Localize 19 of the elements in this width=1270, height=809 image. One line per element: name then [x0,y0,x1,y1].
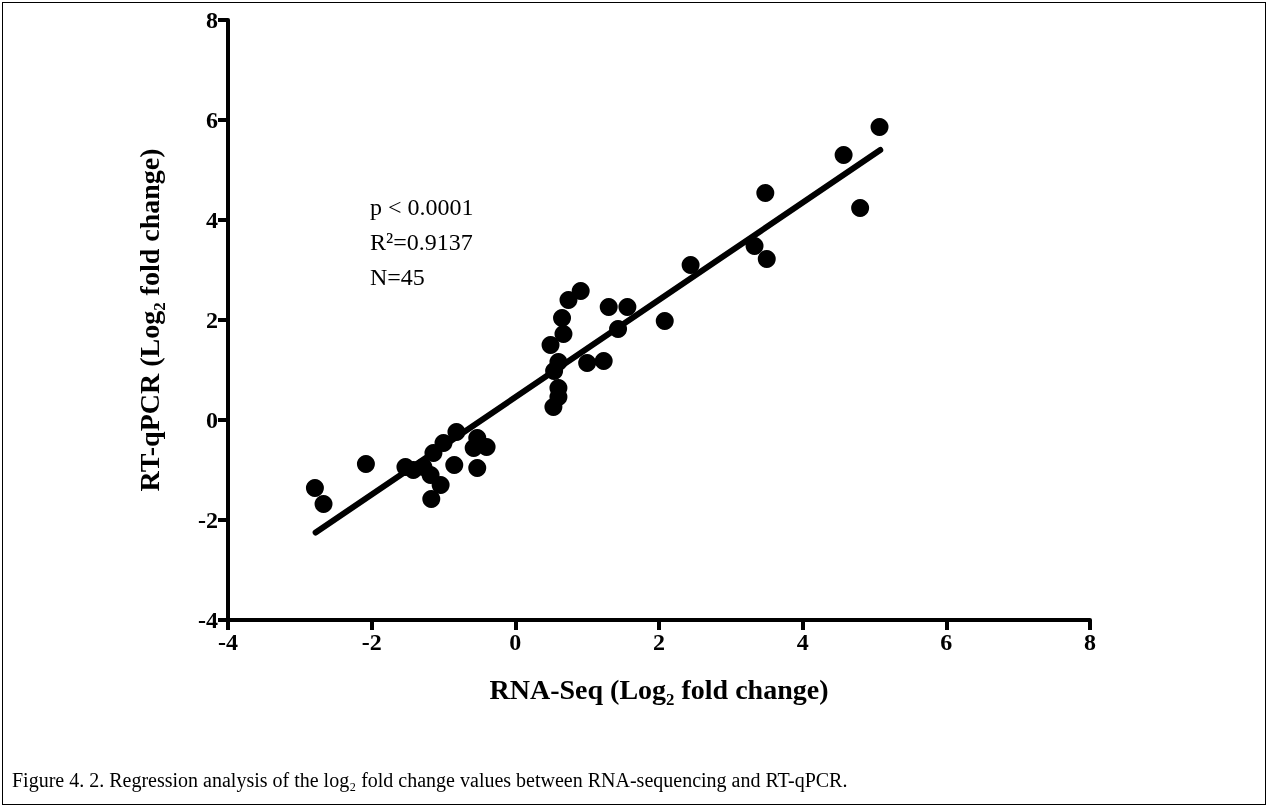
x-tick-label: -2 [361,629,382,655]
y-tick-label: 4 [206,207,218,233]
caption: Figure 4. 2. Regression analysis of the log₂ fold change values between RNA-sequencing and RT-qPCR. [12,769,848,792]
x-axis-title: RNA-Seq (Log₂ fold change) [489,673,829,705]
y-tick-label: -4 [198,607,218,633]
x-tick-label: 4 [796,629,809,655]
annotation: p < 0.0001 [370,194,474,220]
annotation: R²=0.9137 [370,229,473,255]
y-tick-label: 2 [206,307,218,333]
x-tick-label: 8 [1084,629,1096,655]
y-tick-label: 6 [206,107,218,133]
y-tick-label: 8 [206,7,218,33]
x-tick-label: 0 [509,629,522,655]
x-tick-label: 2 [653,629,665,655]
y-tick-label: 0 [206,407,218,433]
annotation: N=45 [370,264,425,290]
y-axis-title: RT-qPCR (Log₂ fold change) [133,148,165,492]
y-tick-label: -2 [198,507,218,533]
x-tick-label: 6 [940,629,953,655]
